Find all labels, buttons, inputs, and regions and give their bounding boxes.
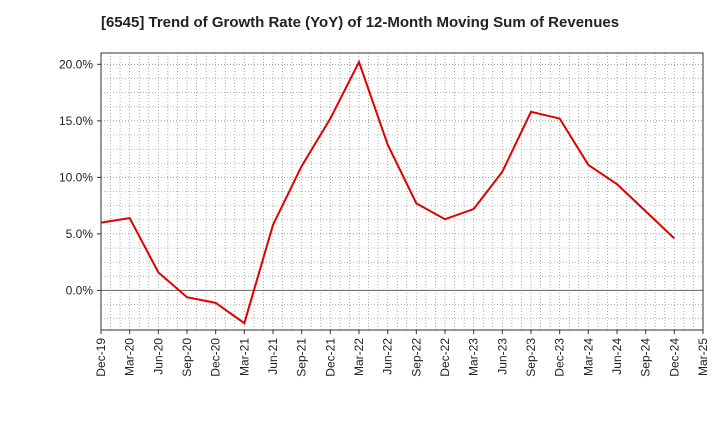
x-tick-label: Mar-21: [237, 338, 251, 376]
x-tick-label: Dec-20: [209, 338, 223, 377]
x-tick-label: Sep-20: [180, 338, 194, 377]
x-tick-label: Dec-23: [553, 338, 567, 377]
x-tick-label: Sep-22: [409, 338, 423, 377]
x-tick-label: Dec-24: [667, 338, 681, 377]
x-tick-label: Jun-20: [151, 338, 165, 375]
x-tick-label: Jun-23: [495, 338, 509, 375]
chart-title: [6545] Trend of Growth Rate (YoY) of 12-…: [100, 14, 620, 31]
x-tick-label: Sep-24: [639, 338, 653, 377]
y-tick-label: 0.0%: [66, 283, 94, 297]
x-tick-label: Mar-23: [467, 338, 481, 376]
x-tick-label: Mar-24: [581, 338, 595, 376]
x-tick-label: Mar-25: [696, 338, 710, 376]
x-tick-label: Mar-22: [352, 338, 366, 376]
x-tick-label: Dec-22: [438, 338, 452, 377]
x-tick-label: Sep-21: [295, 338, 309, 377]
x-tick-label: Sep-23: [524, 338, 538, 377]
x-tick-label: Jun-24: [610, 338, 624, 375]
x-tick-label: Jun-21: [266, 338, 280, 375]
plot-area-frame: [100, 52, 704, 331]
y-tick-label: 20.0%: [59, 57, 93, 71]
x-tick-label: Dec-19: [94, 338, 108, 377]
x-tick-label: Mar-20: [123, 338, 137, 376]
y-tick-label: 5.0%: [66, 227, 94, 241]
y-tick-label: 10.0%: [59, 170, 93, 184]
y-tick-label: 15.0%: [59, 114, 93, 128]
x-tick-label: Jun-22: [381, 338, 395, 375]
x-tick-label: Dec-21: [323, 338, 337, 377]
